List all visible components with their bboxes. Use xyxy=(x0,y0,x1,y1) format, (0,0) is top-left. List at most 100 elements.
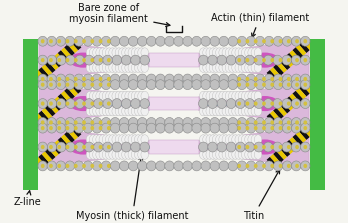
Ellipse shape xyxy=(56,118,65,127)
Ellipse shape xyxy=(41,39,45,43)
Ellipse shape xyxy=(246,161,256,171)
Polygon shape xyxy=(296,88,306,99)
Ellipse shape xyxy=(156,80,165,90)
Ellipse shape xyxy=(245,55,254,65)
Ellipse shape xyxy=(229,150,236,159)
Ellipse shape xyxy=(74,58,78,62)
Ellipse shape xyxy=(295,77,299,81)
Ellipse shape xyxy=(270,101,274,106)
Ellipse shape xyxy=(89,63,97,72)
Ellipse shape xyxy=(282,142,292,152)
Ellipse shape xyxy=(118,48,126,57)
Ellipse shape xyxy=(115,63,123,72)
Ellipse shape xyxy=(209,150,217,159)
Ellipse shape xyxy=(248,48,255,57)
Ellipse shape xyxy=(212,91,220,101)
Polygon shape xyxy=(279,59,290,70)
Ellipse shape xyxy=(90,83,94,87)
Ellipse shape xyxy=(74,120,78,125)
Ellipse shape xyxy=(92,123,102,133)
Ellipse shape xyxy=(238,91,246,101)
Ellipse shape xyxy=(222,63,230,72)
Ellipse shape xyxy=(270,58,274,62)
Ellipse shape xyxy=(49,120,53,125)
Ellipse shape xyxy=(232,63,239,72)
Ellipse shape xyxy=(165,74,174,84)
Ellipse shape xyxy=(301,142,310,152)
Ellipse shape xyxy=(82,126,86,130)
Ellipse shape xyxy=(279,58,282,62)
Ellipse shape xyxy=(57,39,61,43)
Polygon shape xyxy=(270,111,280,122)
Ellipse shape xyxy=(251,150,259,159)
Ellipse shape xyxy=(66,142,75,152)
Text: Myosin (thick) filament: Myosin (thick) filament xyxy=(76,156,189,221)
Ellipse shape xyxy=(287,77,291,81)
Polygon shape xyxy=(68,129,78,140)
Ellipse shape xyxy=(99,39,102,43)
Ellipse shape xyxy=(201,80,211,90)
Ellipse shape xyxy=(82,83,86,87)
Ellipse shape xyxy=(101,36,111,46)
Ellipse shape xyxy=(237,161,247,171)
Ellipse shape xyxy=(47,99,57,109)
Ellipse shape xyxy=(47,161,56,171)
Ellipse shape xyxy=(292,80,301,90)
Ellipse shape xyxy=(273,99,282,109)
Ellipse shape xyxy=(262,83,266,87)
Ellipse shape xyxy=(217,99,227,109)
Ellipse shape xyxy=(291,142,301,152)
Polygon shape xyxy=(299,129,310,140)
Ellipse shape xyxy=(210,161,220,171)
Ellipse shape xyxy=(222,106,230,116)
Ellipse shape xyxy=(131,106,139,116)
Ellipse shape xyxy=(301,74,310,84)
Ellipse shape xyxy=(183,123,192,133)
Ellipse shape xyxy=(141,48,149,57)
Ellipse shape xyxy=(83,80,93,90)
Ellipse shape xyxy=(209,48,217,57)
Polygon shape xyxy=(38,67,49,78)
Ellipse shape xyxy=(301,161,310,171)
Ellipse shape xyxy=(254,106,262,116)
Ellipse shape xyxy=(251,106,259,116)
Polygon shape xyxy=(276,62,287,73)
Ellipse shape xyxy=(125,106,132,116)
Ellipse shape xyxy=(118,91,126,101)
Ellipse shape xyxy=(279,164,282,168)
Ellipse shape xyxy=(109,150,116,159)
Ellipse shape xyxy=(287,83,291,87)
Ellipse shape xyxy=(110,80,120,90)
Ellipse shape xyxy=(174,36,183,46)
Polygon shape xyxy=(51,99,62,111)
Ellipse shape xyxy=(118,150,126,159)
Ellipse shape xyxy=(90,164,94,168)
Polygon shape xyxy=(48,102,59,114)
Ellipse shape xyxy=(274,80,283,90)
Ellipse shape xyxy=(121,135,129,144)
Polygon shape xyxy=(48,59,59,70)
Ellipse shape xyxy=(99,77,102,81)
Ellipse shape xyxy=(109,91,116,101)
Ellipse shape xyxy=(38,161,47,171)
Ellipse shape xyxy=(107,101,111,106)
Ellipse shape xyxy=(235,91,243,101)
Ellipse shape xyxy=(262,145,266,149)
Ellipse shape xyxy=(41,101,45,106)
Bar xyxy=(23,39,38,190)
Polygon shape xyxy=(45,62,56,73)
Ellipse shape xyxy=(303,126,307,130)
Ellipse shape xyxy=(292,74,301,84)
Ellipse shape xyxy=(279,145,282,149)
Bar xyxy=(149,140,199,154)
Ellipse shape xyxy=(83,118,93,127)
Ellipse shape xyxy=(65,36,74,46)
Ellipse shape xyxy=(94,142,103,152)
Ellipse shape xyxy=(208,99,217,109)
Ellipse shape xyxy=(75,55,85,65)
Ellipse shape xyxy=(103,142,112,152)
Ellipse shape xyxy=(246,164,249,168)
Ellipse shape xyxy=(41,164,45,168)
Ellipse shape xyxy=(125,91,132,101)
Polygon shape xyxy=(279,102,290,114)
